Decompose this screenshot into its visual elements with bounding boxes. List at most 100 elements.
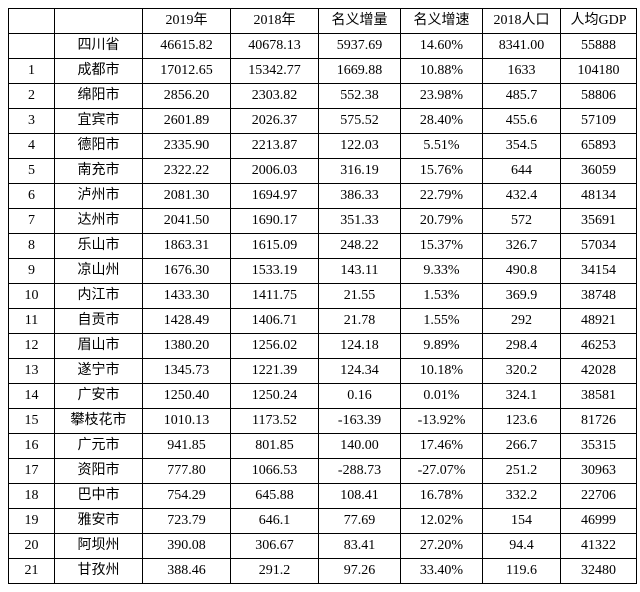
table-cell: 1694.97 — [231, 184, 319, 209]
table-cell: 292 — [483, 309, 561, 334]
table-cell: 27.20% — [401, 534, 483, 559]
table-row: 6泸州市2081.301694.97386.3322.79%432.448134 — [9, 184, 637, 209]
table-row: 1成都市17012.6515342.771669.8810.88%1633104… — [9, 59, 637, 84]
col-header-rate: 名义增速 — [401, 9, 483, 34]
table-cell: 4 — [9, 134, 55, 159]
table-cell: 33.40% — [401, 559, 483, 584]
table-cell: 351.33 — [319, 209, 401, 234]
table-cell: 23.98% — [401, 84, 483, 109]
table-cell: 资阳市 — [55, 459, 143, 484]
table-cell: 40678.13 — [231, 34, 319, 59]
table-cell: 32480 — [561, 559, 637, 584]
table-cell: 2213.87 — [231, 134, 319, 159]
table-cell: 326.7 — [483, 234, 561, 259]
table-cell: 15342.77 — [231, 59, 319, 84]
table-cell: 552.38 — [319, 84, 401, 109]
table-row: 17资阳市777.801066.53-288.73-27.07%251.2309… — [9, 459, 637, 484]
table-cell: 55888 — [561, 34, 637, 59]
table-cell: 108.41 — [319, 484, 401, 509]
table-row: 21甘孜州388.46291.297.2633.40%119.632480 — [9, 559, 637, 584]
table-cell: 324.1 — [483, 384, 561, 409]
table-cell: 四川省 — [55, 34, 143, 59]
table-cell: 34154 — [561, 259, 637, 284]
table-cell: 57109 — [561, 109, 637, 134]
table-row: 5南充市2322.222006.03316.1915.76%64436059 — [9, 159, 637, 184]
table-cell: 35315 — [561, 434, 637, 459]
table-cell: 369.9 — [483, 284, 561, 309]
table-cell: 1256.02 — [231, 334, 319, 359]
table-cell: 1 — [9, 59, 55, 84]
table-cell: 自贡市 — [55, 309, 143, 334]
table-cell: 57034 — [561, 234, 637, 259]
table-cell: 154 — [483, 509, 561, 534]
table-cell: 2322.22 — [143, 159, 231, 184]
table-cell: 28.40% — [401, 109, 483, 134]
table-cell: 11 — [9, 309, 55, 334]
table-row: 7达州市2041.501690.17351.3320.79%57235691 — [9, 209, 637, 234]
table-cell: 291.2 — [231, 559, 319, 584]
table-cell: 42028 — [561, 359, 637, 384]
table-cell: 0.16 — [319, 384, 401, 409]
table-cell: 320.2 — [483, 359, 561, 384]
table-cell: -288.73 — [319, 459, 401, 484]
table-cell: 22706 — [561, 484, 637, 509]
table-cell — [9, 34, 55, 59]
table-cell: 12 — [9, 334, 55, 359]
table-row: 4德阳市2335.902213.87122.035.51%354.565893 — [9, 134, 637, 159]
table-cell: 达州市 — [55, 209, 143, 234]
table-cell: 1690.17 — [231, 209, 319, 234]
table-cell: 83.41 — [319, 534, 401, 559]
table-cell: 485.7 — [483, 84, 561, 109]
table-cell: 14.60% — [401, 34, 483, 59]
table-cell: 甘孜州 — [55, 559, 143, 584]
col-header-index — [9, 9, 55, 34]
table-cell: 248.22 — [319, 234, 401, 259]
table-cell: 2601.89 — [143, 109, 231, 134]
table-cell: 266.7 — [483, 434, 561, 459]
table-cell: 723.79 — [143, 509, 231, 534]
table-cell: 雅安市 — [55, 509, 143, 534]
table-cell: 251.2 — [483, 459, 561, 484]
table-cell: 3 — [9, 109, 55, 134]
table-cell: 泸州市 — [55, 184, 143, 209]
table-cell: 宜宾市 — [55, 109, 143, 134]
table-cell: 15.37% — [401, 234, 483, 259]
table-cell: 777.80 — [143, 459, 231, 484]
table-cell: 17012.65 — [143, 59, 231, 84]
table-cell: 386.33 — [319, 184, 401, 209]
table-cell: 36059 — [561, 159, 637, 184]
table-cell: 凉山州 — [55, 259, 143, 284]
table-cell: 15.76% — [401, 159, 483, 184]
table-row: 15攀枝花市1010.131173.52-163.39-13.92%123.68… — [9, 409, 637, 434]
table-cell: 17 — [9, 459, 55, 484]
table-cell: 2856.20 — [143, 84, 231, 109]
table-cell: 122.03 — [319, 134, 401, 159]
table-cell: 575.52 — [319, 109, 401, 134]
table-cell: 645.88 — [231, 484, 319, 509]
table-cell: 南充市 — [55, 159, 143, 184]
table-cell: 1.55% — [401, 309, 483, 334]
table-cell: 1433.30 — [143, 284, 231, 309]
table-cell: 1533.19 — [231, 259, 319, 284]
table-cell: 306.67 — [231, 534, 319, 559]
table-cell: 17.46% — [401, 434, 483, 459]
table-cell: 绵阳市 — [55, 84, 143, 109]
table-row: 20阿坝州390.08306.6783.4127.20%94.441322 — [9, 534, 637, 559]
table-cell: -163.39 — [319, 409, 401, 434]
table-header-row: 2019年 2018年 名义增量 名义增速 2018人口 人均GDP — [9, 9, 637, 34]
table-cell: 432.4 — [483, 184, 561, 209]
table-cell: 10 — [9, 284, 55, 309]
table-row: 19雅安市723.79646.177.6912.02%15446999 — [9, 509, 637, 534]
table-cell: 1345.73 — [143, 359, 231, 384]
table-cell: -13.92% — [401, 409, 483, 434]
table-cell: 8 — [9, 234, 55, 259]
table-cell: 46999 — [561, 509, 637, 534]
table-cell: 1615.09 — [231, 234, 319, 259]
table-cell: 1676.30 — [143, 259, 231, 284]
table-cell: 1380.20 — [143, 334, 231, 359]
table-cell: 1863.31 — [143, 234, 231, 259]
table-cell: 2303.82 — [231, 84, 319, 109]
table-body: 四川省46615.8240678.135937.6914.60%8341.005… — [9, 34, 637, 584]
table-cell: 1173.52 — [231, 409, 319, 434]
table-cell: 941.85 — [143, 434, 231, 459]
